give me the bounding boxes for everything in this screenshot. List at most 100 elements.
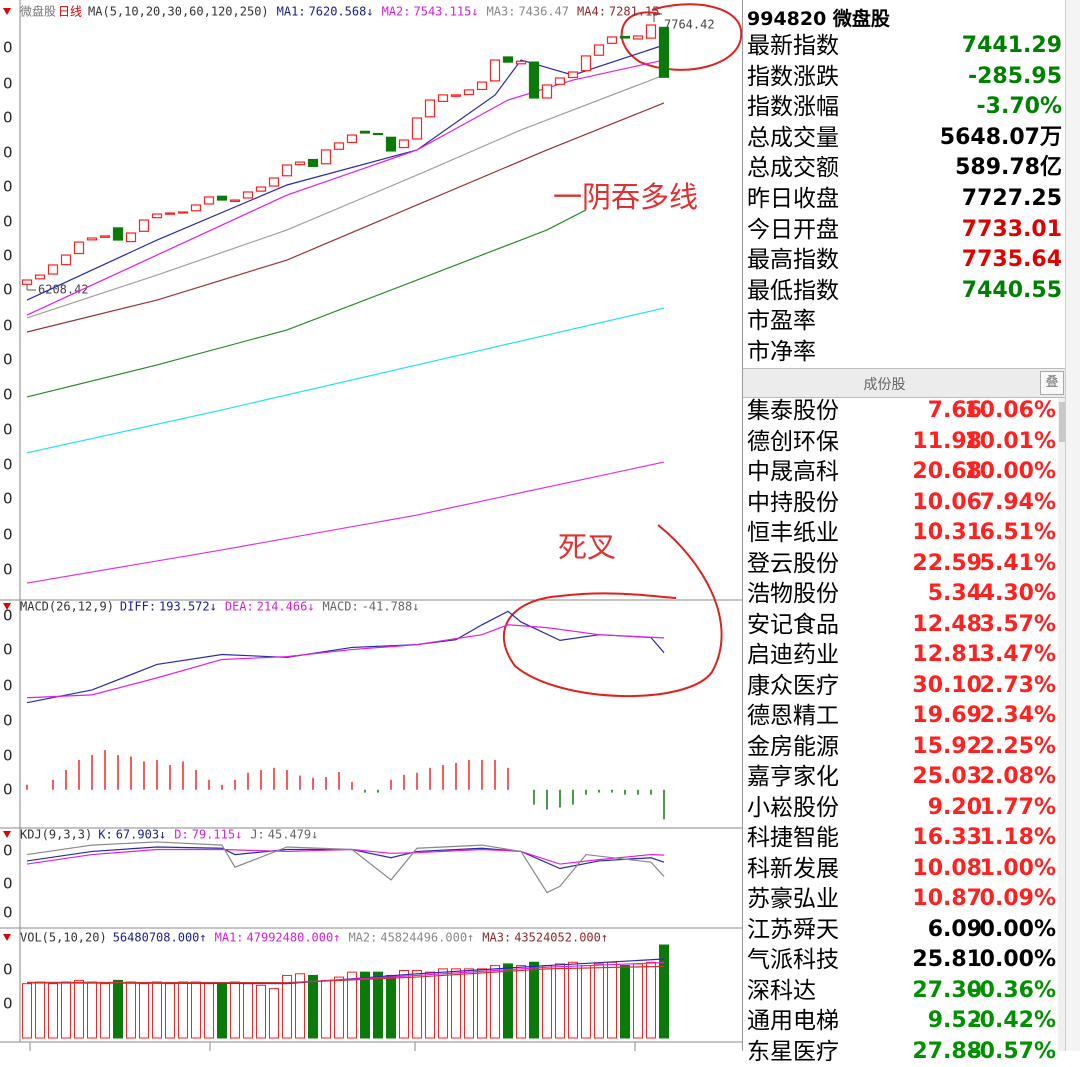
stock-name: 科新发展 [747,855,839,882]
stock-name: 德恩精工 [747,703,839,729]
volume-bar [87,981,97,1039]
stock-row[interactable]: 集泰股份 7.66 10.06% [747,396,1056,426]
stock-row[interactable]: 科新发展 10.08 1.00% [747,854,1056,884]
stock-row[interactable]: 金房能源 15.92 2.25% [747,732,1056,762]
stock-row[interactable]: 通用电梯 9.52 -0.42% [747,1006,1056,1036]
stock-name: 金房能源 [747,733,839,760]
header-label: J: [250,828,264,842]
header-value: 45.479↓ [268,828,319,842]
stat-row: 指数涨幅 -3.70% [747,92,1062,122]
tab-label[interactable]: 成份股 [863,377,906,393]
volume-bar [22,983,32,1039]
stock-row[interactable]: 德恩精工 19.69 2.34% [747,701,1056,731]
stock-row[interactable]: 江苏舜天 6.09 0.00% [747,915,1056,945]
ma-line [26,74,665,319]
stock-price: 5.34 [927,581,982,606]
stat-value: 7727.25 [961,186,1062,211]
candle [645,24,657,39]
scrollbar[interactable] [1058,398,1066,1051]
candle [658,26,670,78]
stock-price: 9.20 [927,794,982,820]
candle [294,161,306,166]
volume-bar [386,974,396,1039]
header-value: 45824496.000↑ [380,931,474,945]
volume-bar [620,965,630,1039]
stat-value: 7441.29 [961,33,1062,58]
stock-row[interactable]: 恒丰纸业 10.31 6.51% [747,518,1056,548]
stock-row[interactable]: 启迪药业 12.81 3.47% [747,640,1056,670]
stock-row[interactable]: 中持股份 10.06 7.94% [747,488,1056,518]
candle [255,186,267,192]
stock-row[interactable]: 气派科技 25.81 0.00% [747,945,1056,975]
candle [463,89,475,96]
stock-price: 30.10 [912,672,982,698]
volume-bar [425,971,435,1039]
stock-price: 25.03 [912,764,982,789]
header-label: K: [98,828,112,842]
tab-button[interactable]: 叠 [1040,371,1064,395]
candle [489,59,501,82]
stock-row[interactable]: 苏豪弘业 10.87 0.09% [747,884,1056,914]
stock-price: 12.81 [912,642,982,667]
header-name: VOL(5,10,20) [20,931,107,945]
volume-bar [490,965,500,1039]
stock-name: 集泰股份 [747,398,839,424]
stat-value: -285.95 [967,63,1062,89]
header-value: -41.788↓ [362,600,420,614]
stock-row[interactable]: 康众医疗 30.10 2.73% [747,671,1056,701]
volume-bar [451,968,461,1039]
candle [632,35,644,40]
volume-bar [282,974,292,1039]
stock-price: 6.09 [927,916,982,942]
stock-name: 德创环保 [747,428,839,455]
stock-row[interactable]: 小崧股份 9.20 1.77% [747,793,1056,823]
annotation-text: 一阴吞多线 [553,180,698,214]
scroll-thumb[interactable] [1059,402,1065,442]
axis-stub-label: 0 [3,456,13,474]
candle [411,117,423,140]
stock-name: 中晟高科 [747,459,839,485]
stock-row[interactable]: 嘉亨家化 25.03 2.08% [747,762,1056,792]
axis-stub-label: 0 [3,747,13,765]
header-value: 7543.115↓ [414,5,479,19]
axis-stub-label: 0 [3,526,13,544]
stat-row: 总成交量 5648.07万 [747,123,1062,153]
high-label: 7764.42 [664,18,715,32]
candle [281,164,293,177]
stock-name: 康众医疗 [747,672,839,699]
stock-change: 10.00% [964,459,1056,484]
candle [99,235,111,238]
stock-change: -0.57% [970,1038,1056,1064]
stock-row[interactable]: 科捷智能 16.33 1.18% [747,823,1056,853]
stock-name: 小崧股份 [747,794,839,821]
stock-row[interactable]: 安记食品 12.48 3.57% [747,610,1056,640]
stock-change: 2.08% [979,764,1056,789]
candle [476,81,488,91]
volume-bar [334,976,344,1039]
stock-row[interactable]: 德创环保 11.98 10.01% [747,427,1056,457]
stock-row[interactable]: 深科达 27.30 -0.36% [747,976,1056,1006]
header-label: MA2: [348,931,377,945]
candle [112,227,124,241]
stock-change: 0.09% [979,886,1056,911]
stock-price: 16.33 [912,825,982,850]
volume-bar [139,983,149,1039]
volume-bar [61,981,71,1039]
volume-bar [555,963,565,1039]
header-label: MA3: [482,931,511,945]
volume-bar [373,971,383,1039]
stat-label: 指数涨幅 [747,94,839,121]
stock-row[interactable]: 登云股份 22.59 5.41% [747,549,1056,579]
stock-row[interactable]: 中晟高科 20.68 10.00% [747,457,1056,487]
axis-stub-label: 0 [3,677,13,695]
header-value: 7620.568↓ [309,5,374,19]
axis-stub-label: 0 [3,607,13,625]
stock-row[interactable]: 浩物股份 5.34 4.30% [747,579,1056,609]
axis-stub-label: 0 [3,875,13,893]
volume-bar [477,968,487,1039]
stock-row[interactable]: 东星医疗 27.88 -0.57% [747,1037,1056,1067]
candle [307,158,319,167]
ma-line [26,461,665,584]
panel-marker [3,831,11,838]
header-label: MA3: [487,5,516,19]
